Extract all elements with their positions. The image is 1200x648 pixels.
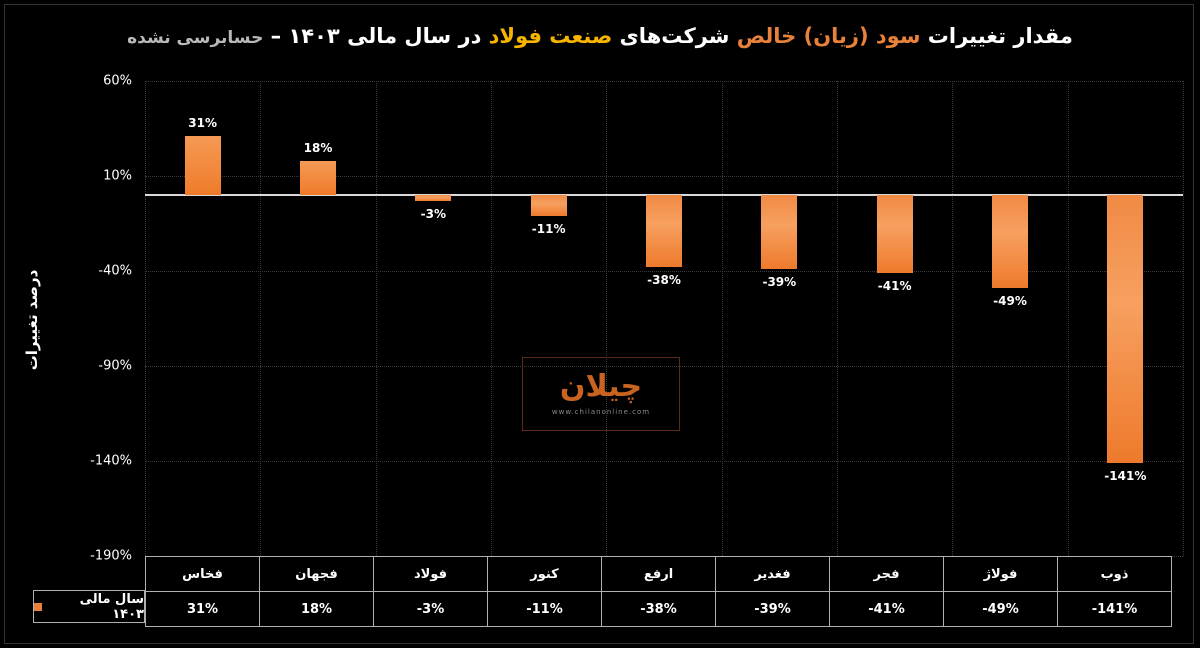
bar	[1107, 195, 1144, 463]
title-part-highlight: صنعت فولاد	[488, 24, 613, 48]
title-part: شرکت‌های	[612, 24, 737, 48]
bar	[646, 195, 682, 268]
gridline-horizontal	[145, 176, 1183, 177]
bar	[876, 195, 913, 273]
table-cell-category: فولاد	[373, 556, 488, 592]
data-label: -11%	[531, 221, 566, 236]
gridline-horizontal	[145, 81, 1183, 82]
gridline-vertical	[375, 81, 377, 556]
data-label: -141%	[1104, 468, 1147, 483]
chart-title: مقدار تغییرات سود (زیان) خالص شرکت‌های ص…	[0, 24, 1200, 48]
bar	[415, 195, 452, 201]
gridline-vertical	[491, 81, 492, 556]
legend: سال مالی ۱۴۰۳	[33, 590, 145, 623]
data-label: 31%	[188, 116, 218, 131]
title-part: مقدار تغییرات	[920, 24, 1073, 48]
y-tick-label: -90%	[98, 358, 132, 374]
gridline-horizontal	[145, 271, 1183, 272]
data-label: -3%	[420, 206, 446, 221]
gridline-vertical	[606, 81, 608, 556]
table-cell-category: ارفع	[601, 556, 716, 592]
title-part: در سال مالی ۱۴۰۳ –	[263, 24, 489, 48]
gridline-vertical	[1067, 81, 1069, 556]
data-label: 18%	[303, 140, 333, 155]
table-cell-value: -141%	[1057, 591, 1172, 627]
bar	[992, 195, 1028, 289]
watermark-url: www.chilanonline.com	[551, 408, 651, 416]
table-cell-value: 31%	[145, 591, 260, 627]
table-cell-category: فغدیر	[715, 556, 830, 592]
data-label: -41%	[877, 278, 912, 293]
data-table: فخاس فجهان فولاد کنور ارفع فغدیر فجر فولاژ ذوب 3…	[145, 556, 1172, 627]
table-row-values: 31% 18% -3% -11% -38% -39% -41% -49% -141%	[145, 591, 1172, 627]
table-cell-category: فولاژ	[943, 556, 1058, 592]
title-part-highlight: سود (زیان) خالص	[736, 24, 921, 48]
y-tick-label: -140%	[90, 453, 132, 469]
chart-frame	[4, 4, 1194, 644]
bar	[184, 136, 221, 195]
y-axis-label: درصد تغییرات	[23, 269, 41, 371]
y-tick-label: -190%	[90, 548, 132, 564]
bar	[300, 160, 336, 195]
y-tick-label: 10%	[103, 168, 132, 184]
watermark: چیلان www.chilanonline.com	[522, 357, 680, 431]
table-cell-value: -3%	[373, 591, 488, 627]
table-cell-value: 18%	[259, 591, 374, 627]
table-cell-category: کنور	[487, 556, 602, 592]
gridline-vertical	[145, 81, 146, 556]
table-cell-value: -49%	[943, 591, 1058, 627]
bar	[530, 195, 567, 216]
gridline-vertical	[721, 81, 723, 556]
data-label: -49%	[993, 294, 1027, 309]
table-cell-value: -11%	[487, 591, 602, 627]
y-tick-label: -40%	[98, 263, 132, 279]
table-cell-category: فخاس	[145, 556, 260, 592]
gridline-vertical	[952, 81, 954, 556]
y-tick-label: 60%	[103, 73, 132, 89]
data-label: -39%	[762, 275, 797, 290]
table-cell-category: فجهان	[259, 556, 374, 592]
table-cell-value: -41%	[829, 591, 944, 627]
table-cell-value: -39%	[715, 591, 830, 627]
title-subtitle: حسابرسی نشده	[127, 28, 264, 48]
bar	[761, 195, 798, 270]
gridline-vertical	[837, 81, 838, 556]
legend-label: سال مالی ۱۴۰۳	[79, 591, 144, 622]
table-cell-category: ذوب	[1057, 556, 1172, 592]
table-cell-category: فجر	[829, 556, 944, 592]
plot-area: 31% 18% -3% -11% -38% -39% -41% -49% -141%	[145, 81, 1184, 557]
gridline-horizontal	[145, 461, 1183, 462]
watermark-logo: چیلان	[559, 369, 643, 404]
gridline-vertical	[260, 81, 262, 556]
table-row-categories: فخاس فجهان فولاد کنور ارفع فغدیر فجر فولاژ ذوب	[145, 556, 1172, 592]
data-label: -38%	[647, 273, 681, 288]
table-cell-value: -38%	[601, 591, 716, 627]
gridline-horizontal	[145, 366, 1183, 367]
gridline-vertical	[1183, 81, 1184, 556]
legend-swatch-icon	[34, 602, 42, 611]
